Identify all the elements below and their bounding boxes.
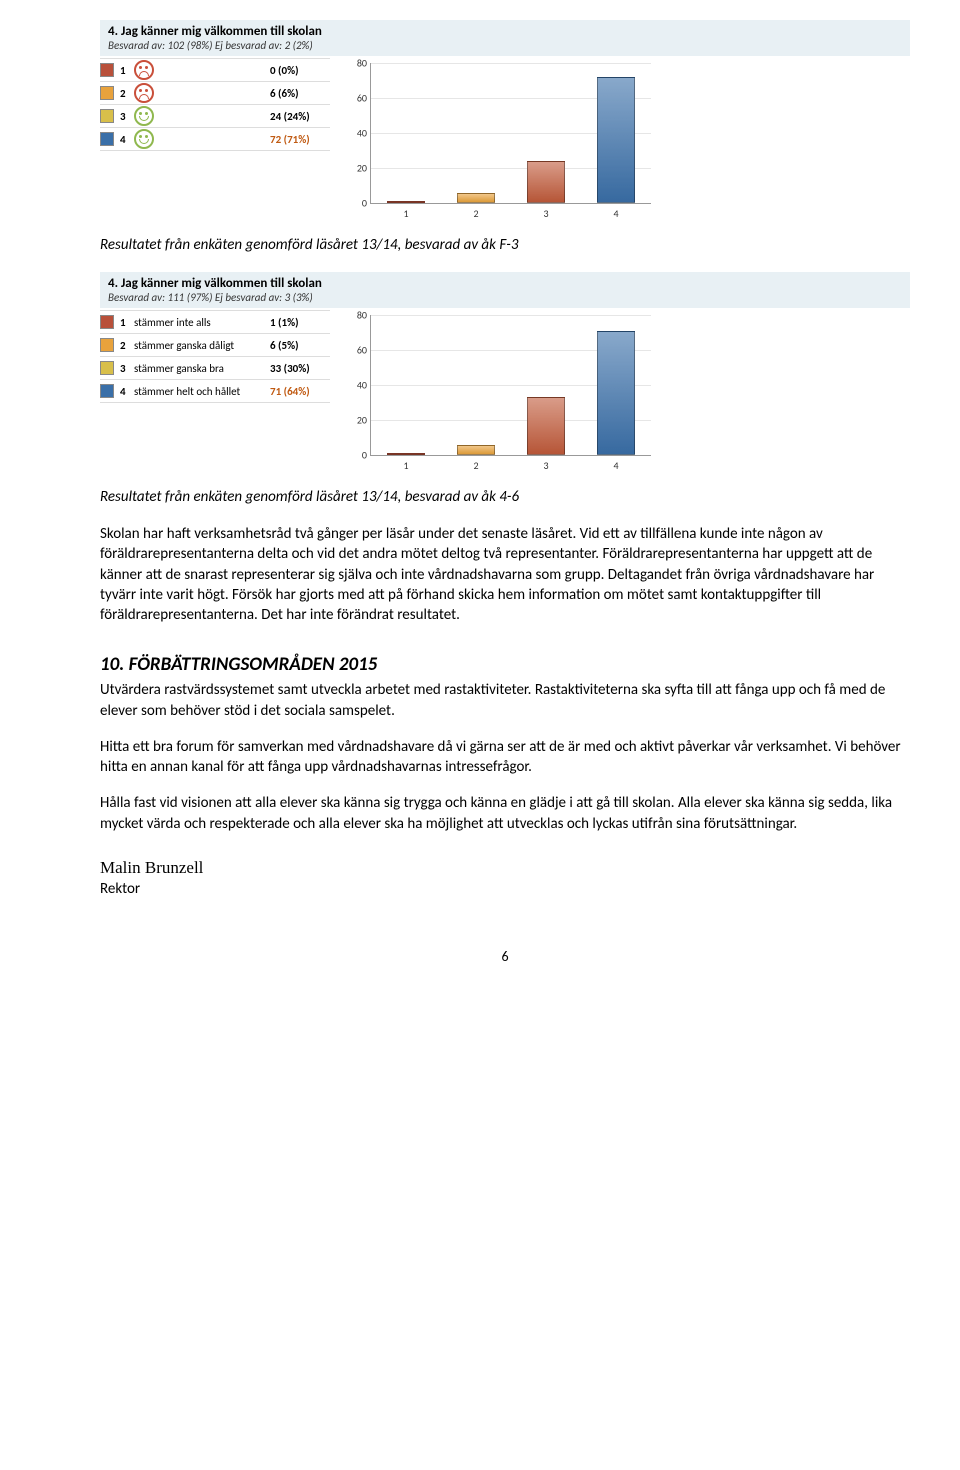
chart-bar bbox=[387, 201, 425, 203]
row-value: 33 (30%) bbox=[270, 362, 330, 375]
color-swatch bbox=[100, 338, 114, 352]
paragraph-3: Hitta ett bra forum för samverkan med vå… bbox=[100, 737, 910, 778]
y-tick: 20 bbox=[343, 414, 367, 427]
chart-bar bbox=[597, 77, 635, 203]
row-label: stämmer helt och hållet bbox=[134, 385, 270, 398]
row-number: 2 bbox=[120, 87, 134, 100]
table-row: 2 6 (6%) bbox=[100, 81, 330, 104]
y-tick: 40 bbox=[343, 379, 367, 392]
row-number: 4 bbox=[120, 133, 134, 146]
sad-face-icon bbox=[134, 83, 154, 103]
paragraph-4: Hålla fast vid visionen att alla elever … bbox=[100, 793, 910, 834]
x-tick: 3 bbox=[527, 459, 565, 472]
row-number: 1 bbox=[120, 316, 134, 329]
color-swatch bbox=[100, 63, 114, 77]
survey-1: 4. Jag känner mig välkommen till skolan … bbox=[100, 20, 910, 228]
chart-bar bbox=[527, 397, 565, 455]
survey-2-header: 4. Jag känner mig välkommen till skolan … bbox=[100, 272, 910, 308]
chart-bar bbox=[387, 453, 425, 455]
survey-1-subtitle: Besvarad av: 102 (98%) Ej besvarad av: 2… bbox=[108, 39, 902, 52]
color-swatch bbox=[100, 315, 114, 329]
row-label: stämmer inte alls bbox=[134, 316, 270, 329]
happy-face-icon bbox=[134, 129, 154, 149]
table-row: 3stämmer ganska bra33 (30%) bbox=[100, 356, 330, 379]
chart-bar bbox=[457, 445, 495, 456]
table-row: 1stämmer inte alls1 (1%) bbox=[100, 310, 330, 333]
y-tick: 60 bbox=[343, 92, 367, 105]
x-tick: 2 bbox=[457, 459, 495, 472]
x-tick: 2 bbox=[457, 207, 495, 220]
row-label: stämmer ganska dåligt bbox=[134, 339, 270, 352]
caption-2: Resultatet från enkäten genomförd läsåre… bbox=[100, 488, 910, 506]
survey-1-header: 4. Jag känner mig välkommen till skolan … bbox=[100, 20, 910, 56]
row-value: 71 (64%) bbox=[270, 385, 330, 398]
survey-2-chart: 0 20 40 60 80 1 2 3 4 bbox=[340, 310, 660, 480]
table-row: 3 24 (24%) bbox=[100, 104, 330, 127]
row-value: 6 (5%) bbox=[270, 339, 330, 352]
x-tick: 4 bbox=[597, 207, 635, 220]
y-tick: 80 bbox=[343, 309, 367, 322]
survey-1-chart: 0 20 40 60 80 1 2 3 4 bbox=[340, 58, 660, 228]
y-tick: 0 bbox=[343, 197, 367, 210]
table-row: 2stämmer ganska dåligt6 (5%) bbox=[100, 333, 330, 356]
happy-face-icon bbox=[134, 106, 154, 126]
caption-1: Resultatet från enkäten genomförd läsåre… bbox=[100, 236, 910, 254]
chart-bar bbox=[527, 161, 565, 203]
page-number: 6 bbox=[100, 948, 910, 965]
paragraph-2: Utvärdera rastvärdssystemet samt utveckl… bbox=[100, 680, 910, 721]
row-value: 6 (6%) bbox=[270, 87, 330, 100]
row-value: 0 (0%) bbox=[270, 64, 330, 77]
row-number: 2 bbox=[120, 339, 134, 352]
survey-1-title: 4. Jag känner mig välkommen till skolan bbox=[108, 24, 902, 39]
y-tick: 20 bbox=[343, 162, 367, 175]
chart-bar bbox=[457, 193, 495, 204]
color-swatch bbox=[100, 132, 114, 146]
row-number: 1 bbox=[120, 64, 134, 77]
x-tick: 1 bbox=[387, 207, 425, 220]
survey-2-title: 4. Jag känner mig välkommen till skolan bbox=[108, 276, 902, 291]
survey-2-subtitle: Besvarad av: 111 (97%) Ej besvarad av: 3… bbox=[108, 291, 902, 304]
row-value: 24 (24%) bbox=[270, 110, 330, 123]
row-value: 72 (71%) bbox=[270, 133, 330, 146]
x-tick: 4 bbox=[597, 459, 635, 472]
survey-2-table: 1stämmer inte alls1 (1%)2stämmer ganska … bbox=[100, 310, 330, 480]
sad-face-icon bbox=[134, 60, 154, 80]
y-tick: 80 bbox=[343, 57, 367, 70]
row-number: 3 bbox=[120, 110, 134, 123]
color-swatch bbox=[100, 86, 114, 100]
signature: Malin Brunzell bbox=[100, 858, 910, 878]
row-number: 3 bbox=[120, 362, 134, 375]
y-tick: 40 bbox=[343, 127, 367, 140]
x-tick: 3 bbox=[527, 207, 565, 220]
y-tick: 60 bbox=[343, 344, 367, 357]
row-value: 1 (1%) bbox=[270, 316, 330, 329]
x-tick: 1 bbox=[387, 459, 425, 472]
color-swatch bbox=[100, 361, 114, 375]
table-row: 4stämmer helt och hållet71 (64%) bbox=[100, 379, 330, 403]
color-swatch bbox=[100, 384, 114, 398]
table-row: 4 72 (71%) bbox=[100, 127, 330, 151]
chart-bar bbox=[597, 331, 635, 455]
section-heading: 10. FÖRBÄTTRINGSOMRÅDEN 2015 bbox=[100, 653, 910, 676]
y-tick: 0 bbox=[343, 449, 367, 462]
role: Rektor bbox=[100, 880, 910, 898]
survey-1-table: 1 0 (0%) 2 6 (6%) 3 24 (24%) 4 72 (71%) bbox=[100, 58, 330, 228]
color-swatch bbox=[100, 109, 114, 123]
row-number: 4 bbox=[120, 385, 134, 398]
paragraph-1: Skolan har haft verksamhetsråd två gånge… bbox=[100, 524, 910, 625]
table-row: 1 0 (0%) bbox=[100, 58, 330, 81]
survey-2: 4. Jag känner mig välkommen till skolan … bbox=[100, 272, 910, 480]
row-label: stämmer ganska bra bbox=[134, 362, 270, 375]
